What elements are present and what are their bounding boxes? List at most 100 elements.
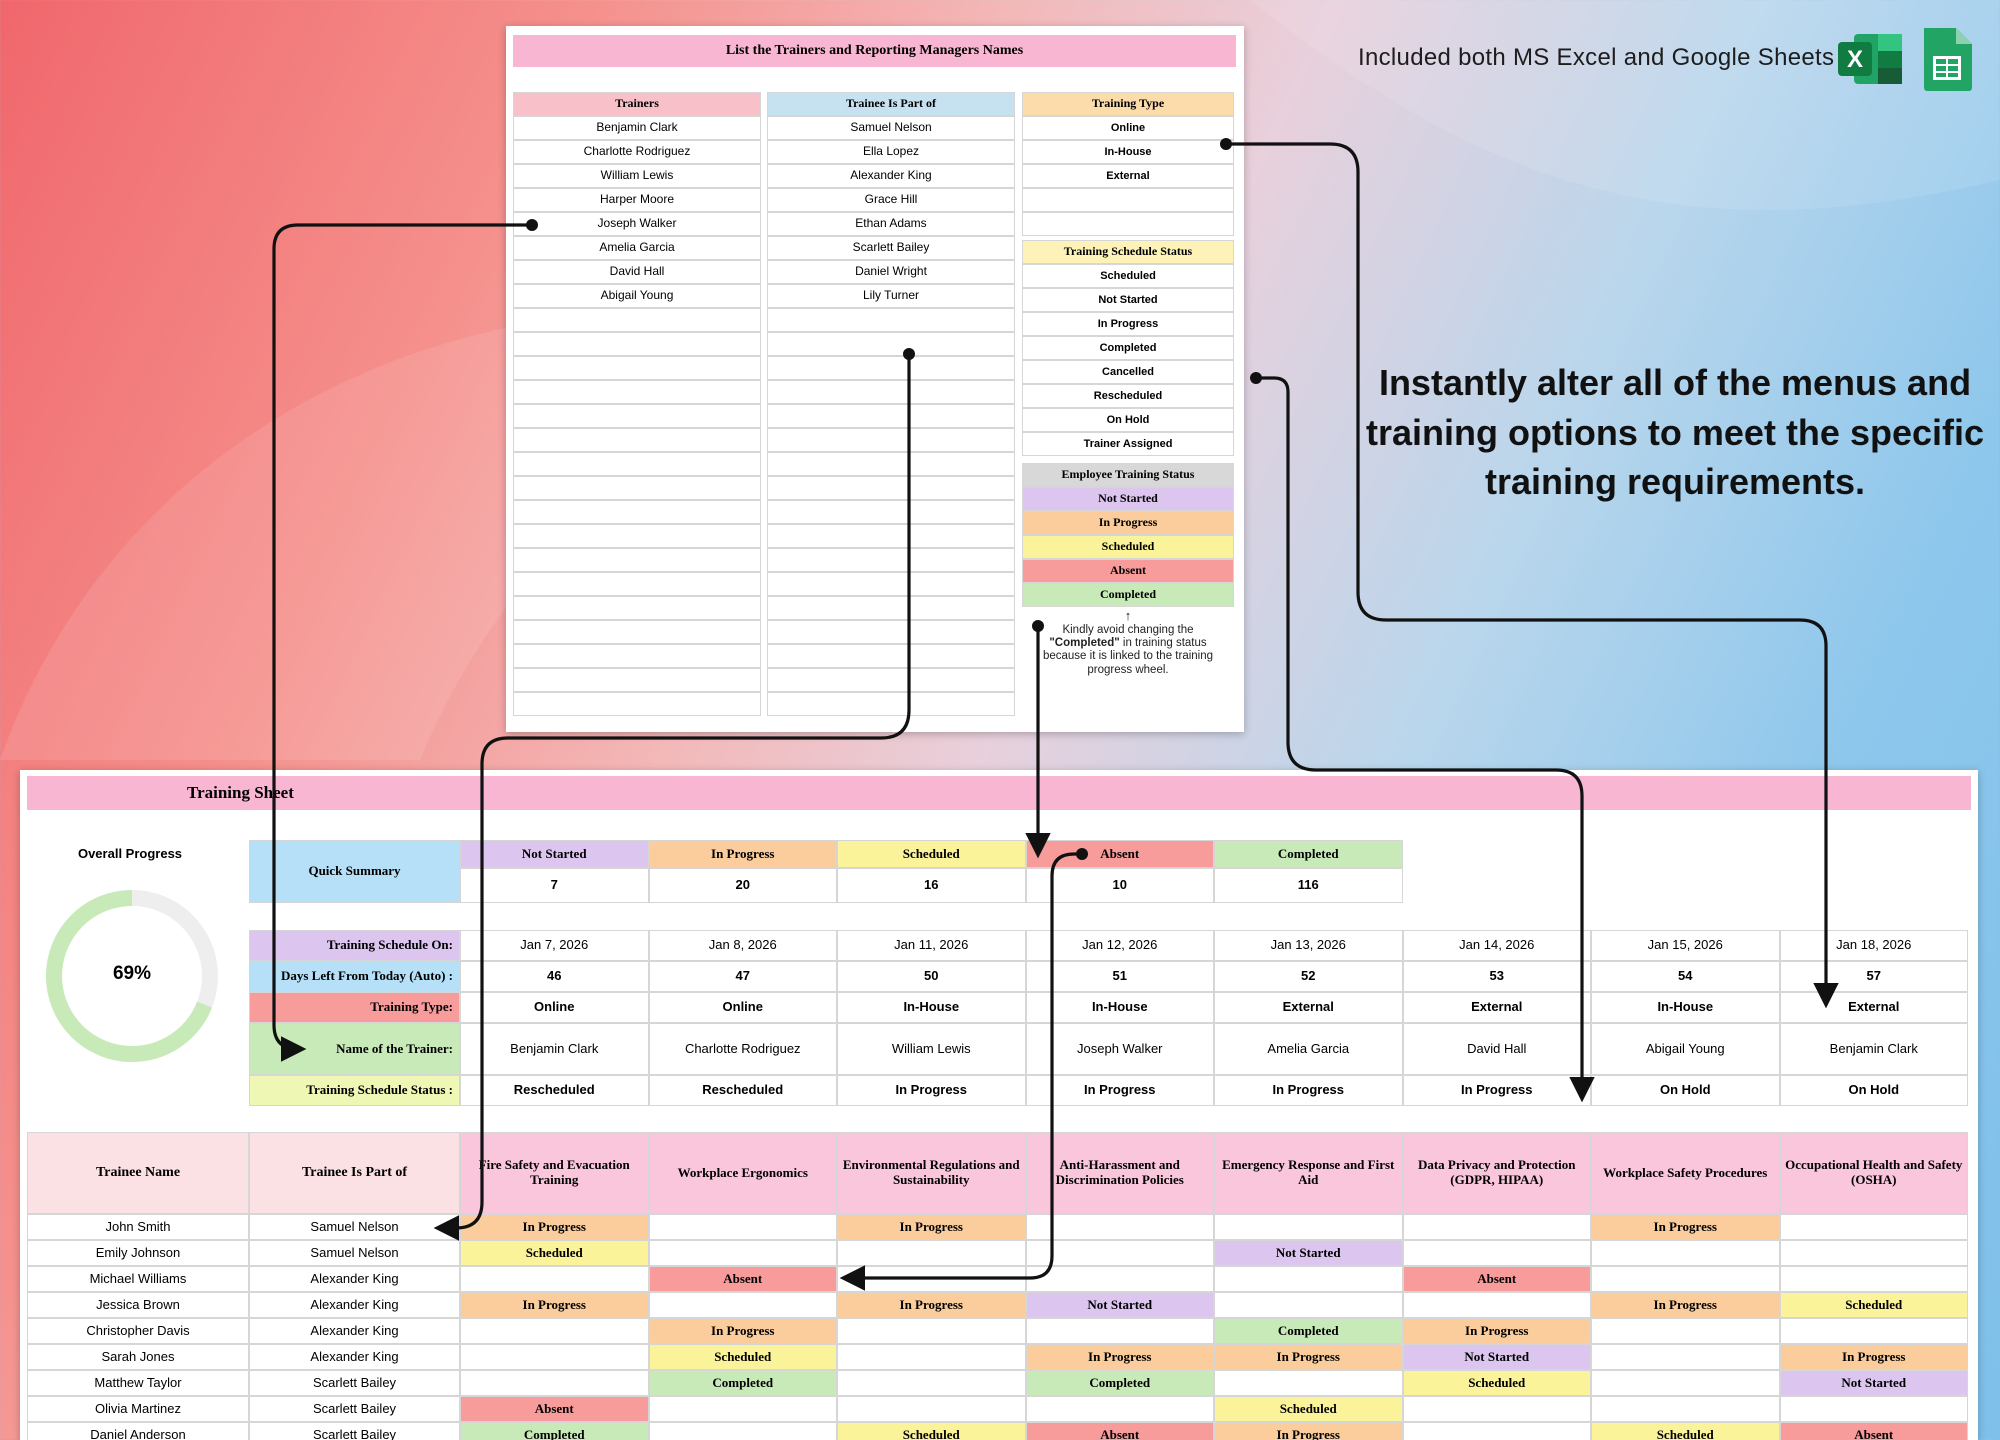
status-cell[interactable]: [1025, 1318, 1214, 1344]
part-of-list-item[interactable]: [767, 380, 1015, 404]
part-of-list-item[interactable]: [767, 644, 1015, 668]
status-cell[interactable]: [1402, 1240, 1591, 1266]
schedule-cell-schedule-on[interactable]: Jan 11, 2026: [837, 930, 1026, 961]
trainee-name[interactable]: Matthew Taylor: [27, 1370, 249, 1396]
schedule-cell-schedule-on[interactable]: Jan 13, 2026: [1214, 930, 1403, 961]
status-cell[interactable]: Absent: [460, 1396, 649, 1422]
schedule-cell-days-left[interactable]: 53: [1402, 961, 1591, 992]
status-cell[interactable]: Completed: [648, 1370, 837, 1396]
schedule-status-item[interactable]: On Hold: [1022, 408, 1234, 432]
status-cell[interactable]: [837, 1370, 1026, 1396]
schedule-cell-status[interactable]: Rescheduled: [460, 1075, 649, 1106]
status-cell[interactable]: Not Started: [1025, 1292, 1214, 1318]
schedule-cell-type[interactable]: External: [1214, 992, 1403, 1023]
part-of-list-item[interactable]: [767, 428, 1015, 452]
part-of-list-item[interactable]: [767, 668, 1015, 692]
trainee-name[interactable]: Daniel Anderson: [27, 1422, 249, 1440]
trainer-list-item[interactable]: [513, 500, 761, 524]
status-cell[interactable]: [1025, 1266, 1214, 1292]
status-cell[interactable]: [1591, 1240, 1780, 1266]
status-cell[interactable]: [1402, 1292, 1591, 1318]
trainer-list-item[interactable]: [513, 428, 761, 452]
trainer-list-item[interactable]: [513, 548, 761, 572]
trainer-list-item[interactable]: [513, 476, 761, 500]
trainer-list-item[interactable]: Joseph Walker: [513, 212, 761, 236]
trainee-part-of[interactable]: Scarlett Bailey: [249, 1422, 460, 1440]
status-cell[interactable]: In Progress: [1214, 1422, 1403, 1440]
schedule-cell-days-left[interactable]: 57: [1779, 961, 1968, 992]
status-cell[interactable]: Absent: [648, 1266, 837, 1292]
status-cell[interactable]: [1591, 1266, 1780, 1292]
status-cell[interactable]: [1591, 1396, 1780, 1422]
status-cell[interactable]: [837, 1396, 1026, 1422]
trainer-list-item[interactable]: [513, 356, 761, 380]
status-cell[interactable]: [460, 1266, 649, 1292]
status-cell[interactable]: [1779, 1266, 1968, 1292]
training-type-item[interactable]: Online: [1022, 116, 1234, 140]
schedule-cell-days-left[interactable]: 51: [1025, 961, 1214, 992]
part-of-list-item[interactable]: [767, 500, 1015, 524]
employee-status-item[interactable]: Absent: [1022, 559, 1234, 583]
schedule-cell-schedule-on[interactable]: Jan 14, 2026: [1402, 930, 1591, 961]
status-cell[interactable]: Not Started: [1779, 1370, 1968, 1396]
status-cell[interactable]: [648, 1292, 837, 1318]
part-of-list-item[interactable]: [767, 404, 1015, 428]
status-cell[interactable]: [1779, 1240, 1968, 1266]
schedule-cell-trainer[interactable]: David Hall: [1402, 1023, 1591, 1075]
status-cell[interactable]: Scheduled: [1402, 1370, 1591, 1396]
status-cell[interactable]: [1779, 1214, 1968, 1240]
part-of-list-item[interactable]: [767, 332, 1015, 356]
part-of-list-item[interactable]: [767, 620, 1015, 644]
status-cell[interactable]: In Progress: [460, 1214, 649, 1240]
employee-status-item[interactable]: Not Started: [1022, 487, 1234, 511]
status-cell[interactable]: In Progress: [837, 1292, 1026, 1318]
trainer-list-item[interactable]: Abigail Young: [513, 284, 761, 308]
trainee-name[interactable]: Michael Williams: [27, 1266, 249, 1292]
status-cell[interactable]: In Progress: [1591, 1214, 1780, 1240]
schedule-status-item[interactable]: Rescheduled: [1022, 384, 1234, 408]
trainer-list-item[interactable]: [513, 380, 761, 404]
part-of-list-item[interactable]: [767, 476, 1015, 500]
status-cell[interactable]: [648, 1396, 837, 1422]
part-of-list-item[interactable]: [767, 692, 1015, 716]
status-cell[interactable]: [1214, 1292, 1403, 1318]
trainee-part-of[interactable]: Alexander King: [249, 1344, 460, 1370]
status-cell[interactable]: [1214, 1214, 1403, 1240]
schedule-cell-schedule-on[interactable]: Jan 15, 2026: [1591, 930, 1780, 961]
status-cell[interactable]: Completed: [1214, 1318, 1403, 1344]
status-cell[interactable]: [1779, 1396, 1968, 1422]
schedule-cell-status[interactable]: On Hold: [1591, 1075, 1780, 1106]
trainer-list-item[interactable]: [513, 452, 761, 476]
schedule-cell-type[interactable]: External: [1779, 992, 1968, 1023]
schedule-status-item[interactable]: Cancelled: [1022, 360, 1234, 384]
part-of-list-item[interactable]: [767, 596, 1015, 620]
trainer-list-item[interactable]: Harper Moore: [513, 188, 761, 212]
part-of-list-item[interactable]: [767, 308, 1015, 332]
schedule-cell-type[interactable]: In-House: [837, 992, 1026, 1023]
schedule-cell-trainer[interactable]: Abigail Young: [1591, 1023, 1780, 1075]
part-of-list-item[interactable]: Alexander King: [767, 164, 1015, 188]
trainee-part-of[interactable]: Samuel Nelson: [249, 1240, 460, 1266]
status-cell[interactable]: Scheduled: [648, 1344, 837, 1370]
schedule-cell-type[interactable]: Online: [460, 992, 649, 1023]
schedule-cell-days-left[interactable]: 54: [1591, 961, 1780, 992]
status-cell[interactable]: [1591, 1370, 1780, 1396]
status-cell[interactable]: [648, 1214, 837, 1240]
status-cell[interactable]: In Progress: [1214, 1344, 1403, 1370]
status-cell[interactable]: [460, 1370, 649, 1396]
trainer-list-item[interactable]: [513, 692, 761, 716]
status-cell[interactable]: Scheduled: [1591, 1422, 1780, 1440]
trainee-name[interactable]: Emily Johnson: [27, 1240, 249, 1266]
schedule-cell-schedule-on[interactable]: Jan 18, 2026: [1779, 930, 1968, 961]
trainee-part-of[interactable]: Alexander King: [249, 1318, 460, 1344]
trainer-list-item[interactable]: [513, 596, 761, 620]
schedule-status-item[interactable]: Completed: [1022, 336, 1234, 360]
part-of-list-item[interactable]: Lily Turner: [767, 284, 1015, 308]
status-cell[interactable]: [1214, 1370, 1403, 1396]
trainee-name[interactable]: Sarah Jones: [27, 1344, 249, 1370]
trainer-list-item[interactable]: David Hall: [513, 260, 761, 284]
status-cell[interactable]: In Progress: [1779, 1344, 1968, 1370]
status-cell[interactable]: In Progress: [837, 1214, 1026, 1240]
schedule-cell-trainer[interactable]: Benjamin Clark: [1779, 1023, 1968, 1075]
schedule-cell-status[interactable]: Rescheduled: [648, 1075, 837, 1106]
